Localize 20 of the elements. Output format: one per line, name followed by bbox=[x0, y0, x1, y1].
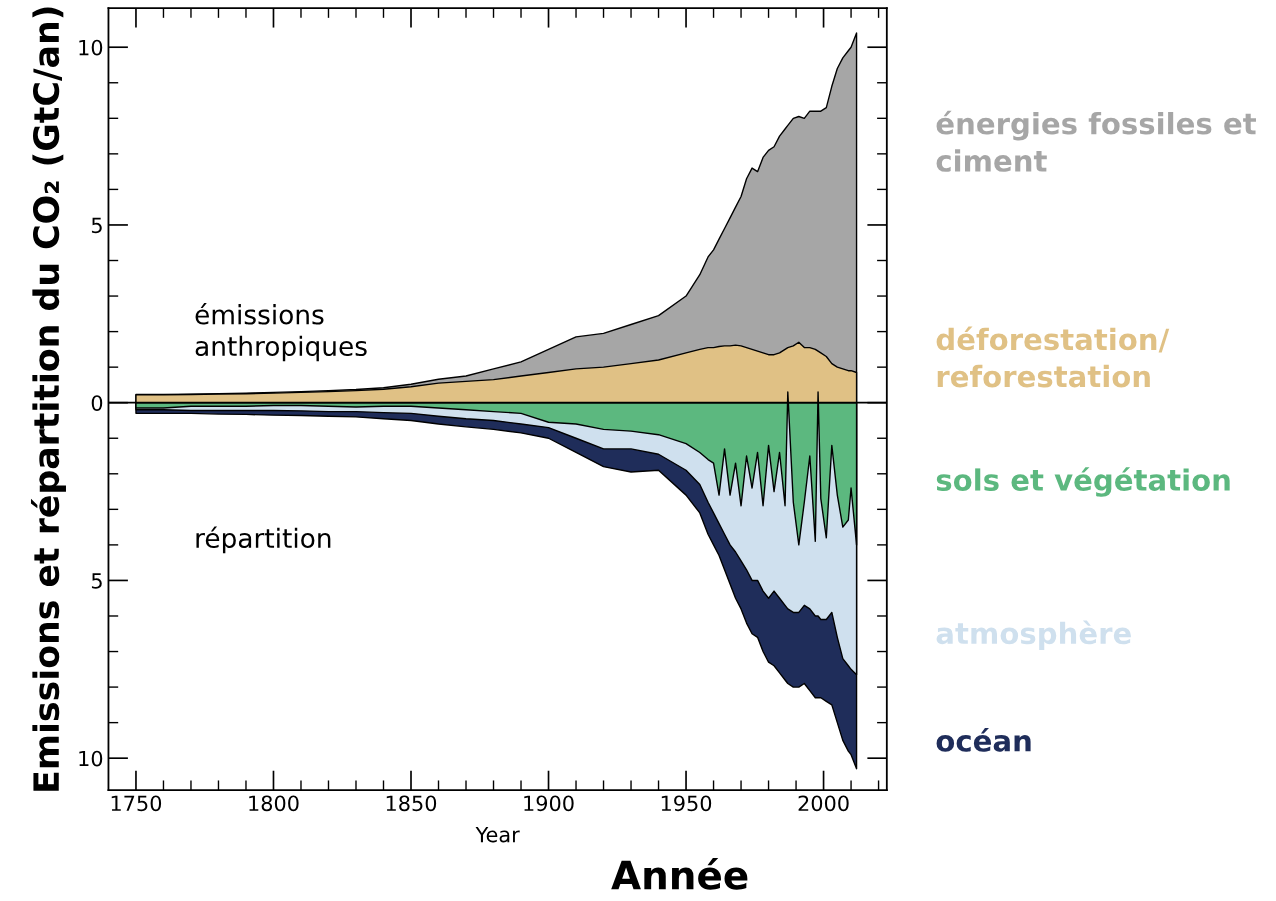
legend-label: océan bbox=[936, 728, 1031, 752]
annotation: émissions anthropiques bbox=[195, 303, 367, 362]
y-tick-label: 5 bbox=[91, 217, 102, 234]
y-tick-label: 10 bbox=[79, 39, 103, 56]
y-axis-title: Emissions et répartition du CO₂ (GtC/an) bbox=[30, 7, 66, 791]
x-axis-title: Year bbox=[475, 826, 520, 843]
x-tick-label: 2000 bbox=[798, 795, 849, 812]
legend-label: énergies fossiles et ciment bbox=[936, 110, 1256, 172]
x-tick-label: 1850 bbox=[386, 795, 437, 812]
y-tick-label: 0 bbox=[91, 395, 103, 411]
y-tick-label: 10 bbox=[79, 750, 103, 767]
x-tick-label: 1950 bbox=[661, 795, 712, 812]
x-tick-label: 1900 bbox=[524, 795, 574, 812]
x-tick-label: 1750 bbox=[111, 795, 162, 812]
legend-label: déforestation/ reforestation bbox=[936, 326, 1170, 388]
x-tick-label: 1800 bbox=[249, 795, 299, 812]
legend-label: sols et végétation bbox=[936, 467, 1230, 497]
text: Année bbox=[611, 858, 748, 890]
y-tick-label: 5 bbox=[91, 573, 102, 589]
annotation: répartition bbox=[196, 526, 331, 554]
